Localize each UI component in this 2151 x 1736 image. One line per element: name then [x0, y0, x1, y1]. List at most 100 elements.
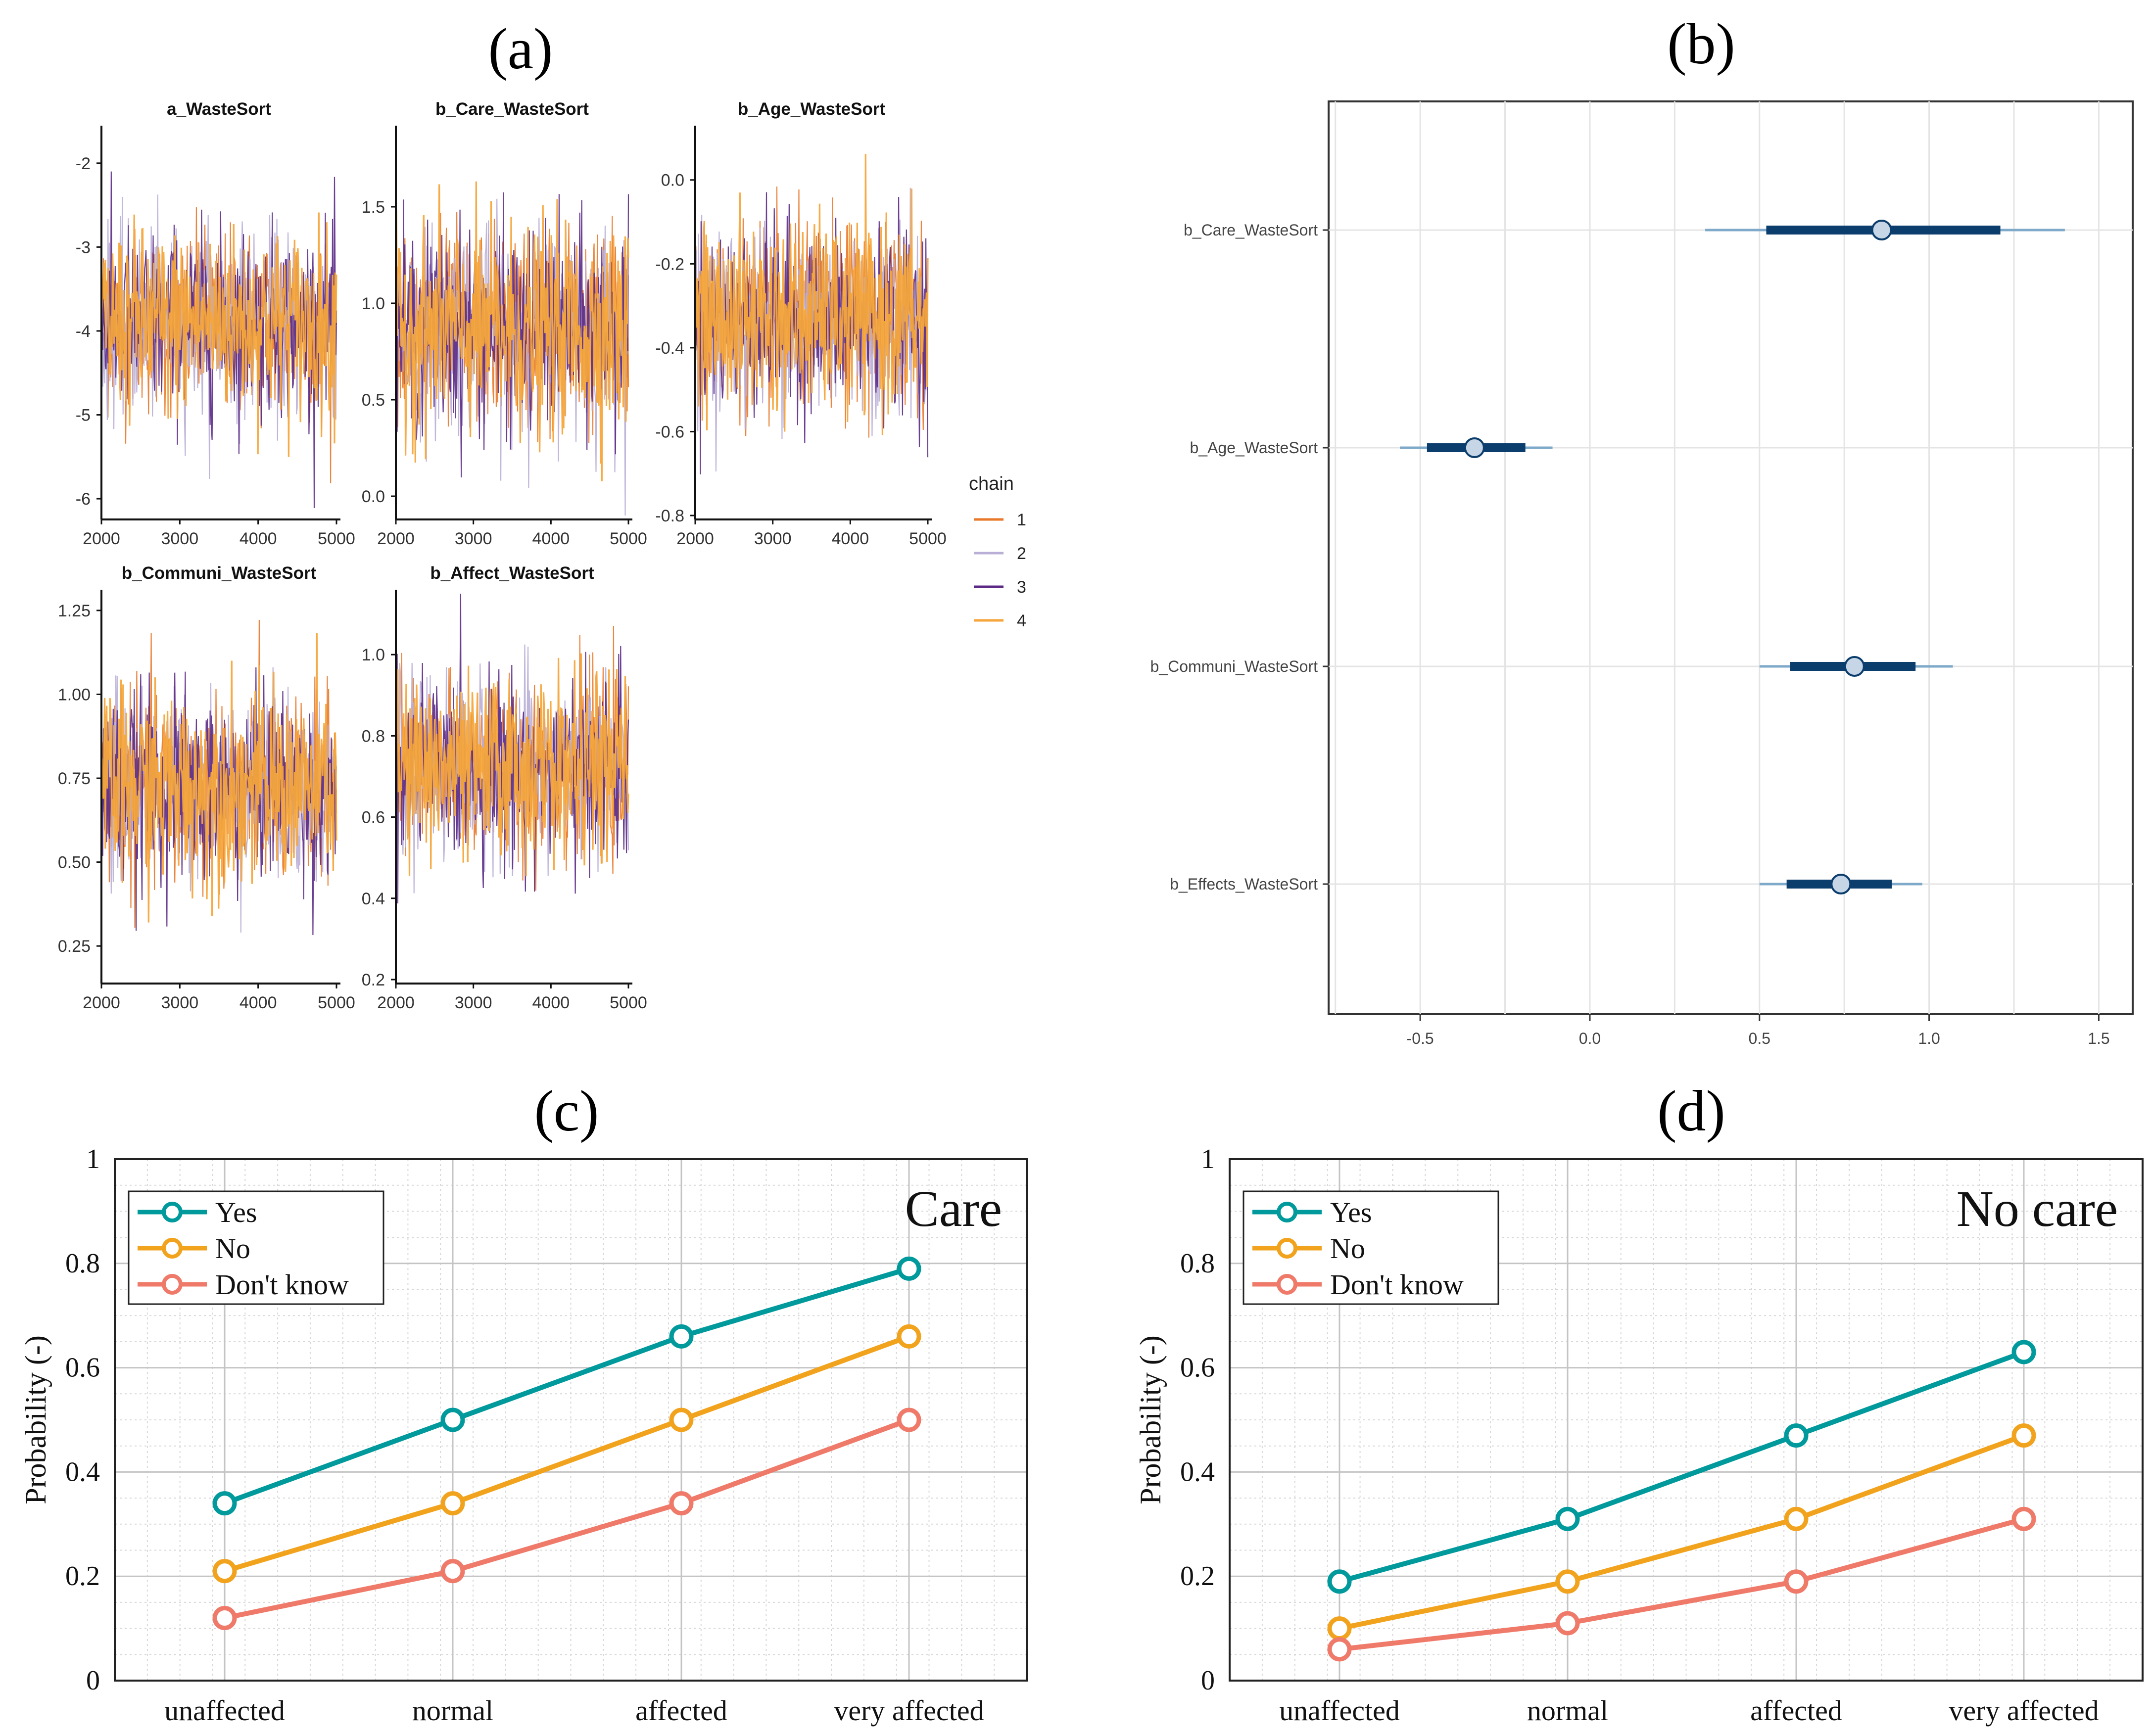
trace-x-tick-label: 4000: [532, 529, 570, 548]
trace-y-tick-label: 1.0: [362, 646, 385, 664]
panel-annotation: No care: [1957, 1180, 2118, 1237]
legend-label-chain-3: 3: [1017, 578, 1026, 597]
series-point: [1784, 1423, 1809, 1448]
trace-subplot-b-affect-wastesort: b_Affect_WasteSort 1.0 0.8 0.6 0.4 0.2 2000 300…: [362, 563, 647, 1012]
trace-y-tick-label: 1.00: [58, 685, 91, 704]
series-point: [440, 1559, 465, 1584]
legend-title: chain: [969, 473, 1014, 494]
series-point: [440, 1491, 465, 1516]
trace-y-tick-label: 1.5: [362, 198, 385, 217]
series-point: [1327, 1616, 1352, 1641]
interval-x-tick-label: -0.5: [1407, 1030, 1434, 1047]
trace-y-tick-label: 0.0: [661, 171, 684, 190]
trace-x-tick-label: 4000: [239, 529, 277, 548]
trace-y-tick-label: -0.6: [655, 422, 684, 441]
y-tick-label: 0.4: [65, 1456, 100, 1487]
interval-x-tick-label: 1.0: [1918, 1030, 1940, 1047]
trace-x-tick-label: 2000: [676, 529, 714, 548]
trace-subplot-a-wastesort: a_WasteSort -2 -3 -4 -5 -6 2000 3000 4000 5000: [76, 99, 355, 548]
y-tick-label: 0: [1201, 1665, 1215, 1696]
trace-subplot-title: a_WasteSort: [167, 99, 271, 119]
trace-y-tick-label: 0.2: [362, 971, 385, 989]
panel-annotation: Care: [905, 1180, 1002, 1237]
interval-param-label: b_Effects_WasteSort: [1170, 875, 1318, 893]
panel-d: (d) 0 0.2 0.4 0.6 0.8 1 unaffected normal affect…: [1134, 1079, 2144, 1727]
trace-x-tick-label: 2000: [377, 529, 415, 548]
legend-marker-yes: [1277, 1202, 1297, 1222]
legend-label-chain-2: 2: [1017, 544, 1026, 563]
series-point: [1784, 1569, 1809, 1594]
legend-marker-yes: [162, 1202, 183, 1222]
legend-marker-don-t-know: [1277, 1274, 1297, 1295]
series-point: [440, 1408, 465, 1432]
series-point: [1555, 1506, 1580, 1531]
series-line: [1339, 1516, 2025, 1652]
x-tick-label-affected: affected: [1750, 1694, 1842, 1727]
trace-y-tick-label: 0.5: [362, 391, 385, 410]
trace-x-tick-label: 3000: [161, 529, 199, 548]
legend-label-yes: Yes: [1330, 1196, 1372, 1228]
trace-y-tick-label: -5: [76, 406, 91, 425]
trace-y-tick-label: -0.8: [655, 507, 684, 525]
median-point: [1871, 220, 1892, 240]
y-tick-label: 0.4: [1180, 1456, 1215, 1487]
trace-x-tick-label: 2000: [83, 529, 120, 548]
y-tick-label: 0.8: [65, 1248, 100, 1279]
trace-x-tick-label: 5000: [610, 529, 647, 548]
trace-legend: chain 1 2 3 4: [969, 473, 1026, 630]
x-tick-label-affected: affected: [635, 1694, 727, 1727]
x-tick-label-very-affected: very affected: [834, 1694, 984, 1727]
trace-y-tick-label: -6: [76, 490, 91, 509]
legend-label-yes: Yes: [215, 1196, 257, 1228]
trace-x-tick-label: 3000: [455, 993, 492, 1012]
trace-chain-2: [100, 667, 337, 933]
legend-label-no: No: [215, 1232, 250, 1265]
interval-param-label: b_Age_WasteSort: [1190, 439, 1318, 457]
series-point: [1327, 1569, 1352, 1594]
trace-subplot-b-age-wastesort: b_Age_WasteSort 0.0 -0.2 -0.4 -0.6 -0.8 2000 30…: [655, 99, 946, 548]
legend-marker-don-t-know: [162, 1274, 183, 1295]
median-point: [1830, 874, 1852, 894]
legend-label-don-t-know: Don't know: [1330, 1268, 1464, 1301]
median-point: [1844, 656, 1865, 677]
trace-x-tick-label: 5000: [610, 993, 647, 1012]
interval-param-label: b_Care_WasteSort: [1184, 221, 1318, 239]
series-point: [897, 1256, 921, 1281]
trace-y-tick-label: 0.4: [362, 890, 385, 908]
trace-y-tick-label: -4: [76, 322, 91, 341]
legend-label-no: No: [1330, 1232, 1365, 1265]
series-point: [1555, 1569, 1580, 1594]
interval-x-tick-label: 1.5: [2088, 1030, 2109, 1047]
legend-marker-no: [1277, 1238, 1297, 1259]
y-tick-label: 0.8: [1180, 1248, 1215, 1279]
trace-y-tick-label: 0.75: [58, 769, 91, 788]
series-no: [1327, 1423, 2036, 1641]
trace-y-tick-label: -0.4: [655, 339, 684, 358]
interval-x-tick-label: 0.0: [1579, 1030, 1601, 1047]
trace-x-tick-label: 5000: [909, 529, 947, 548]
y-tick-label: 0.2: [65, 1561, 100, 1592]
x-tick-label-unaffected: unaffected: [1279, 1694, 1400, 1727]
y-tick-label: 0.6: [1180, 1353, 1215, 1383]
interval-x-tick-label: 0.5: [1749, 1030, 1770, 1047]
plot-frame: [1229, 1158, 2144, 1682]
interval-param-label: b_Communi_WasteSort: [1150, 657, 1318, 675]
plot-frame: [114, 1158, 1028, 1682]
y-tick-label: 1: [1201, 1144, 1215, 1174]
interval-b-care-wastesort: b_Care_WasteSort: [1184, 220, 2065, 240]
y-tick-label: 0.2: [1180, 1561, 1215, 1592]
trace-y-tick-label: 1.0: [362, 294, 385, 313]
series-don-t-know: [212, 1408, 921, 1631]
legend-label-chain-1: 1: [1017, 511, 1026, 529]
x-tick-label-very-affected: very affected: [1949, 1694, 2099, 1727]
x-tick-label-normal: normal: [412, 1694, 493, 1727]
panel-c: (c) 0 0.2 0.4 0.6 0.8 1 unaffected normal affect…: [19, 1079, 1028, 1727]
series-point: [212, 1491, 237, 1516]
panel-d-label: (d): [1657, 1079, 1725, 1143]
series-don-t-know: [1327, 1506, 2036, 1662]
legend-label-chain-4: 4: [1017, 611, 1026, 630]
y-axis-label: Probability (-): [19, 1335, 52, 1504]
trace-chain-4: [100, 633, 337, 923]
